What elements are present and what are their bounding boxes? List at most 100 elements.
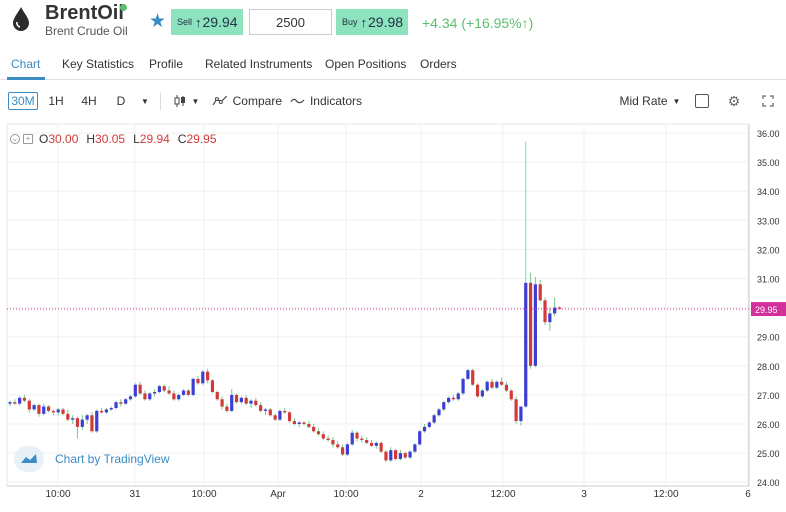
candle-body bbox=[316, 431, 321, 435]
instrument-subtitle: Brent Crude Oil bbox=[45, 24, 128, 38]
candle-body bbox=[46, 406, 51, 411]
candle-body bbox=[340, 447, 345, 455]
legend-low-value: 29.94 bbox=[139, 132, 170, 146]
tab-open-positions[interactable]: Open Positions bbox=[325, 57, 407, 71]
y-tick-label: 27.00 bbox=[757, 391, 780, 401]
candle-body bbox=[42, 406, 46, 414]
last-price-label: 29.95 bbox=[755, 305, 778, 315]
candle-body bbox=[167, 390, 171, 394]
price-chart[interactable]: 36.00 35.00 34.00 33.00 32.00 31.00 30.00 29.00… bbox=[0, 120, 786, 512]
interval-30m[interactable]: 30M bbox=[8, 92, 38, 110]
candle-body bbox=[490, 381, 494, 388]
x-tick-label: 10:00 bbox=[333, 489, 358, 500]
expand-icon[interactable]: + bbox=[23, 134, 33, 144]
candle-body bbox=[500, 381, 504, 385]
star-icon[interactable]: ★ bbox=[149, 11, 167, 32]
tab-orders[interactable]: Orders bbox=[420, 57, 457, 71]
candle-body bbox=[389, 450, 393, 461]
buy-button[interactable]: Buy ↑ 29.98 bbox=[336, 9, 408, 35]
candle-body bbox=[307, 424, 311, 427]
tab-related-instruments[interactable]: Related Instruments bbox=[205, 57, 313, 71]
candle-body bbox=[413, 444, 417, 452]
snapshot-checkbox[interactable] bbox=[694, 92, 710, 110]
active-tab-indicator bbox=[7, 77, 45, 80]
candle-body bbox=[345, 444, 349, 455]
candle-body bbox=[263, 409, 268, 411]
quantity-input[interactable] bbox=[249, 9, 332, 35]
candle-body bbox=[408, 451, 412, 458]
candle-body bbox=[206, 371, 210, 381]
y-tick-label: 33.00 bbox=[757, 216, 780, 226]
candle-body bbox=[177, 394, 181, 400]
interval-1h[interactable]: 1H bbox=[48, 94, 64, 108]
x-tick-label: 6 bbox=[745, 489, 751, 500]
candle-body bbox=[119, 402, 123, 404]
legend-low-key: L bbox=[133, 132, 140, 146]
indicators-button[interactable]: Indicators bbox=[290, 92, 362, 110]
candle-body bbox=[128, 396, 133, 400]
candle-body bbox=[538, 284, 542, 301]
x-tick-label: 31 bbox=[129, 489, 141, 500]
fullscreen-icon[interactable] bbox=[760, 92, 776, 110]
legend-close-key: C bbox=[177, 132, 187, 146]
gear-icon[interactable]: ⚙ bbox=[727, 92, 741, 109]
candle-body bbox=[504, 384, 509, 391]
candle-body bbox=[557, 307, 562, 310]
interval-dropdown-icon[interactable]: ▼ bbox=[141, 96, 149, 106]
x-tick-label: 12:00 bbox=[653, 489, 678, 500]
candle-body bbox=[80, 419, 84, 427]
sell-label: Sell bbox=[177, 17, 193, 27]
plot-area bbox=[6, 123, 749, 487]
candle-body bbox=[133, 384, 137, 397]
instrument-header: BrentOil Brent Crude Oil ★ Sell ↑ 29.94 … bbox=[0, 0, 786, 48]
candle-body bbox=[519, 406, 523, 422]
candle-body bbox=[528, 282, 533, 366]
candle-body bbox=[360, 438, 364, 441]
price-type-select[interactable]: Mid Rate ▼ bbox=[617, 92, 683, 110]
chart-style-button[interactable]: ▼ bbox=[168, 92, 204, 110]
candle-body bbox=[230, 394, 234, 411]
chevron-down-icon: ▼ bbox=[672, 96, 681, 106]
candle-body bbox=[143, 393, 147, 400]
candle-body bbox=[471, 370, 475, 385]
candle-body bbox=[384, 451, 388, 461]
candle-body bbox=[225, 406, 229, 411]
candle-body bbox=[379, 442, 383, 452]
candle-body bbox=[268, 409, 272, 416]
candle-body bbox=[51, 410, 55, 413]
y-tick-label: 25.00 bbox=[757, 449, 780, 459]
candle-body bbox=[422, 426, 427, 432]
candle-body bbox=[312, 426, 316, 432]
candle-body bbox=[210, 380, 215, 392]
candle-body bbox=[365, 440, 369, 443]
candle-body bbox=[104, 409, 108, 413]
interval-4h[interactable]: 4H bbox=[81, 94, 97, 108]
candle-body bbox=[259, 405, 263, 411]
arrow-up-icon: ↑ bbox=[360, 14, 368, 30]
candle-body bbox=[124, 399, 128, 404]
candle-body bbox=[278, 410, 282, 420]
candle-body bbox=[451, 397, 456, 400]
candle-body bbox=[8, 402, 12, 404]
tab-key-statistics[interactable]: Key Statistics bbox=[62, 57, 135, 71]
interval-d[interactable]: D bbox=[116, 94, 126, 108]
buy-label: Buy bbox=[342, 17, 358, 27]
y-tick-label: 35.00 bbox=[757, 158, 780, 168]
candle-body bbox=[509, 390, 513, 400]
fullscreen-arrows-icon bbox=[762, 95, 774, 107]
tradingview-badge[interactable]: Chart by TradingView bbox=[14, 446, 170, 472]
ohlc-legend: ⌄ + O 30.00 H 30.05 L 29.94 C 29.95 bbox=[10, 132, 217, 146]
candle-body bbox=[447, 397, 451, 403]
compare-button[interactable]: Compare bbox=[212, 92, 282, 110]
tab-profile[interactable]: Profile bbox=[149, 57, 184, 71]
candle-body bbox=[553, 307, 557, 314]
sell-button[interactable]: Sell ↑ 29.94 bbox=[171, 9, 243, 35]
collapse-icon[interactable]: ⌄ bbox=[10, 134, 20, 144]
tab-chart[interactable]: Chart bbox=[11, 57, 41, 71]
candle-body bbox=[548, 313, 552, 323]
candle-body bbox=[514, 399, 518, 422]
y-tick-label: 36.00 bbox=[757, 129, 780, 139]
x-tick-label: 12:00 bbox=[490, 489, 515, 500]
candle-body bbox=[66, 413, 70, 420]
tradingview-logo-icon bbox=[14, 446, 44, 472]
